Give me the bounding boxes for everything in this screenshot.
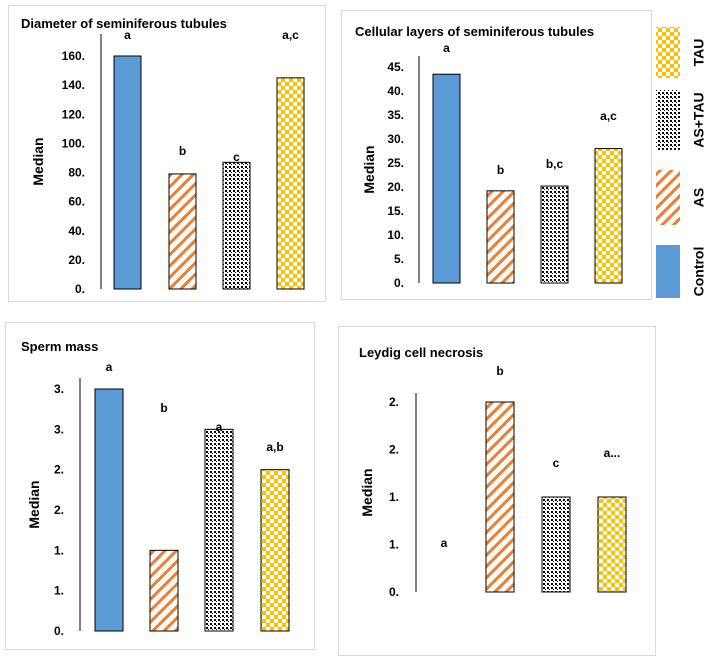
- chart-svg-sperm-mass: Sperm mass 0. 1. 1. 2. 2. 3. 3. Median a b a a,b: [21, 339, 290, 638]
- bar-control: [432, 73, 461, 284]
- chart-title: Diameter of seminiferous tubules: [21, 16, 227, 31]
- y-tick-label: 20.: [68, 253, 85, 267]
- significance-label: a: [216, 420, 223, 434]
- legend-swatch-tau: [656, 27, 680, 78]
- significance-label: c: [553, 456, 560, 470]
- y-tick-label: 10.: [387, 228, 404, 242]
- bar-as: [149, 549, 179, 632]
- legend-label-as: AS: [691, 188, 707, 207]
- significance-label: b,c: [546, 157, 564, 171]
- significance-label: a: [443, 41, 450, 55]
- bar-tau: [594, 148, 623, 284]
- y-tick-label: 45.: [387, 60, 404, 74]
- significance-label: c: [233, 150, 240, 164]
- significance-label: a: [124, 28, 131, 42]
- chart-panel-diameter: Diameter of seminiferous tubules 0. 20. 40.…: [8, 5, 326, 302]
- y-tick-label: 1.: [54, 584, 64, 598]
- y-tick-label: 2.: [54, 503, 64, 517]
- significance-label: a,b: [266, 440, 283, 454]
- y-tick-label: 2.: [389, 395, 399, 409]
- y-tick-label: 0.: [389, 585, 399, 599]
- y-tick-label: 15.: [387, 204, 404, 218]
- y-tick-label: 2.: [54, 463, 64, 477]
- bar-tau: [260, 469, 290, 632]
- significance-label: a: [441, 536, 448, 550]
- bar-as: [168, 173, 197, 290]
- bar-as-tau: [222, 161, 251, 290]
- y-tick-label: 80.: [68, 166, 85, 180]
- legend-label-tau: TAU: [691, 39, 707, 67]
- chart-svg-cellular-layers: Cellular layers of seminiferous tubules 0…: [355, 24, 623, 290]
- y-tick-label: 25.: [387, 156, 404, 170]
- chart-title: Cellular layers of seminiferous tubules: [355, 24, 594, 39]
- chart-title: Leydig cell necrosis: [359, 345, 483, 360]
- legend-swatch-as: [656, 170, 680, 225]
- y-axis-title: Median: [30, 137, 46, 185]
- legend-swatch-as-tau: [656, 90, 680, 150]
- significance-label: a,c: [282, 28, 299, 42]
- legend-label-as-tau: AS+TAU: [691, 92, 707, 147]
- y-tick-label: 3.: [54, 382, 64, 396]
- y-tick-label: 140.: [62, 78, 85, 92]
- y-tick-label: 30.: [387, 132, 404, 146]
- chart-panel-sperm-mass: Sperm mass 0. 1. 1. 2. 2. 3. 3. Median a b a a,b: [5, 322, 315, 650]
- y-tick-label: 5.: [394, 252, 404, 266]
- bar-as-tau: [541, 496, 571, 593]
- legend-label-control: Control: [691, 247, 707, 297]
- y-tick-label: 1.: [389, 490, 399, 504]
- significance-label: b: [160, 401, 167, 415]
- y-tick-label: 0.: [54, 624, 64, 638]
- bar-tau: [597, 496, 627, 593]
- y-tick-label: 100.: [62, 136, 85, 150]
- y-tick-label: 160.: [62, 49, 85, 63]
- y-tick-label: 20.: [387, 180, 404, 194]
- bar-as-tau: [204, 428, 234, 632]
- chart-title: Sperm mass: [21, 339, 98, 354]
- y-tick-label: 60.: [68, 195, 85, 209]
- legend-swatch-control: [656, 245, 680, 298]
- significance-label: a...: [604, 446, 621, 460]
- y-tick-label: 120.: [62, 107, 85, 121]
- y-tick-label: 40.: [68, 224, 85, 238]
- significance-label: b: [497, 163, 504, 177]
- y-tick-label: 0.: [75, 282, 85, 296]
- bar-control: [94, 388, 124, 632]
- y-tick-label: 0.: [394, 276, 404, 290]
- bar-tau: [276, 77, 305, 290]
- significance-label: a: [106, 360, 113, 374]
- chart-svg-diameter: Diameter of seminiferous tubules 0. 20. 40.…: [21, 16, 305, 296]
- bar-as: [486, 190, 515, 284]
- chart-legend: TAU AS+TAU AS Control: [656, 27, 707, 298]
- chart-panel-leydig-necrosis: Leydig cell necrosis 0. 1. 1. 2. 2. Median a b c a…: [338, 326, 656, 656]
- significance-label: b: [496, 364, 503, 378]
- bar-control: [113, 55, 142, 290]
- y-axis-title: Median: [361, 145, 377, 193]
- y-tick-label: 35.: [387, 108, 404, 122]
- significance-label: a,c: [600, 109, 617, 123]
- chart-panel-cellular-layers: Cellular layers of seminiferous tubules 0…: [341, 10, 652, 300]
- y-tick-label: 2.: [389, 443, 399, 457]
- y-tick-label: 3.: [54, 422, 64, 436]
- y-tick-label: 40.: [387, 84, 404, 98]
- y-axis-title: Median: [359, 468, 375, 516]
- bar-as-tau: [540, 185, 569, 284]
- y-axis-title: Median: [26, 480, 42, 528]
- chart-svg-leydig-necrosis: Leydig cell necrosis 0. 1. 1. 2. 2. Median a b c a…: [359, 345, 627, 599]
- bar-as: [485, 401, 515, 593]
- y-tick-label: 1.: [54, 543, 64, 557]
- y-tick-label: 1.: [389, 538, 399, 552]
- significance-label: b: [179, 144, 186, 158]
